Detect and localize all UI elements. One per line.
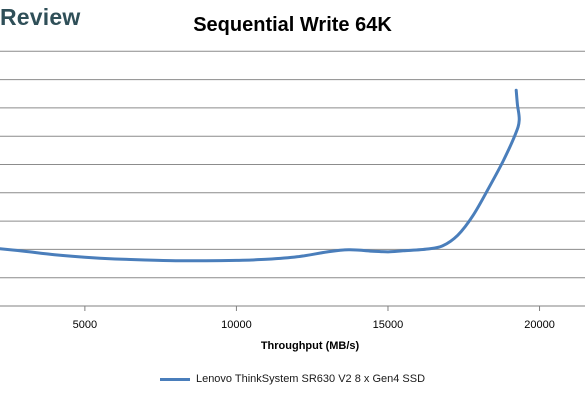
- x-tick-label-3: 20000: [524, 319, 555, 331]
- x-tick-label-2: 15000: [373, 319, 404, 331]
- x-tick-label-1: 10000: [221, 319, 252, 331]
- x-axis-label: Throughput (MB/s): [261, 340, 360, 352]
- gridlines: [0, 50, 585, 279]
- legend: Lenovo ThinkSystem SR630 V2 8 x Gen4 SSD: [0, 373, 585, 385]
- watermark-logo: Review: [0, 4, 81, 30]
- legend-label: Lenovo ThinkSystem SR630 V2 8 x Gen4 SSD: [195, 373, 426, 385]
- chart-title: Sequential Write 64K: [193, 14, 392, 36]
- legend-swatch: [159, 377, 190, 381]
- x-ticks: 5000 10000 15000 20000: [73, 306, 555, 331]
- x-tick-label-0: 5000: [73, 319, 97, 331]
- series-group: [0, 88, 521, 263]
- series-line-0: [0, 88, 521, 263]
